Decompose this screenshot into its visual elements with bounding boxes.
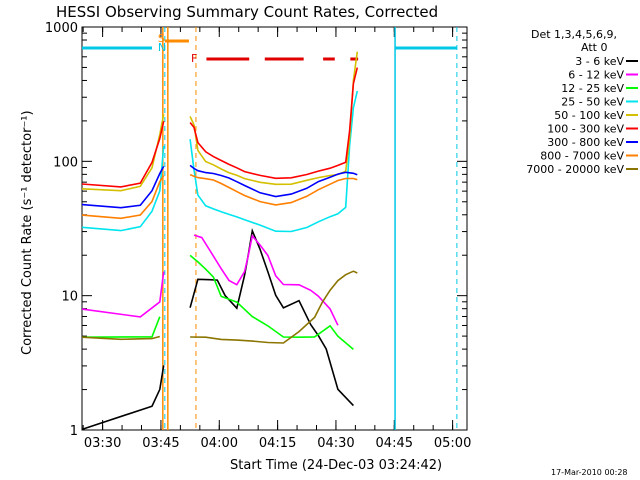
series-line [81,270,358,344]
axis-ticks: 1 10 100 1000 03:30 03:45 04:00 04:15 04:30 04:45… [45,21,471,451]
legend-entry-label: 12 - 25 keV [561,82,624,95]
plot-frame [81,26,468,431]
x-tick-label: 04:15 [259,436,296,451]
y-axis-label: Corrected Count Rate (s⁻¹ detector⁻¹) [20,110,35,355]
x-tick-label: 03:45 [142,436,179,451]
series-line [81,67,359,188]
series-line [81,227,354,431]
series-line [81,234,339,326]
legend-entry-label: 25 - 50 keV [561,96,624,109]
series-line [81,51,359,192]
series-lines [81,51,359,431]
x-tick-label: 03:30 [84,436,121,451]
x-tick-label: 04:45 [376,436,413,451]
legend-entry-label: 3 - 6 keV [575,55,624,68]
marker-N-label: N [158,41,166,54]
y-tick-label: 10 [61,290,78,305]
legend-header-line2: Att 0 [581,41,607,54]
x-tick-label: 04:00 [201,436,238,451]
x-axis-label: Start Time (24-Dec-03 03:24:42) [230,458,442,473]
y-tick-label: 1 [70,424,78,439]
x-tick-label: 04:30 [317,436,354,451]
chart-title: HESSI Observing Summary Count Rates, Cor… [56,3,438,21]
attenuator-markers: SN F [82,27,458,430]
legend-entry-label: 300 - 800 keV [547,136,624,149]
series-line [81,90,359,233]
legend-header-line1: Det 1,3,4,5,6,9, [531,28,617,41]
marker-S-label: S [158,32,165,45]
series-line [81,254,354,351]
marker-F-label: F [191,52,197,65]
series-line [81,173,358,220]
series-line [81,164,358,209]
x-tick-label: 05:00 [434,436,471,451]
legend-entry-label: 100 - 300 keV [547,123,624,136]
footer-stamp: 17-Mar-2010 00:28 [551,468,628,477]
legend-entry-label: 6 - 12 keV [568,69,624,82]
y-tick-label: 100 [53,155,78,170]
y-tick-label: 1000 [45,21,78,36]
legend-entry-label: 800 - 7000 keV [540,150,624,163]
legend-entry-label: 7000 - 20000 keV [526,163,624,176]
legend-entry-label: 50 - 100 keV [554,109,624,122]
